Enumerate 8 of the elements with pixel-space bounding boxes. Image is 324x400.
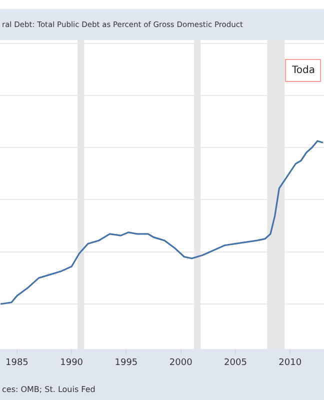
x-tick-label: 2005 <box>224 358 247 368</box>
x-tick-label: 1990 <box>60 358 84 368</box>
x-tick-label: 2000 <box>169 358 193 368</box>
x-tick-label: 1995 <box>114 358 138 368</box>
x-tick-label: 1985 <box>5 358 28 368</box>
text: ces: OMB; St. Louis Fed <box>2 385 96 394</box>
x-tick-label: 2010 <box>278 358 302 368</box>
text: Toda <box>291 65 316 76</box>
